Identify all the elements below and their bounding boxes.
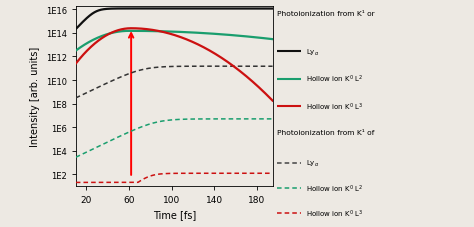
Text: Photoionization from K¹ or: Photoionization from K¹ or [277,11,375,17]
Text: Hollow ion K$^0$ L$^2$: Hollow ion K$^0$ L$^2$ [306,74,363,85]
Y-axis label: Intensity [arb. units]: Intensity [arb. units] [30,47,40,146]
Text: Ly$_\alpha$: Ly$_\alpha$ [306,47,319,57]
Text: Hollow ion K$^0$ L$^2$: Hollow ion K$^0$ L$^2$ [306,183,363,194]
X-axis label: Time [fs]: Time [fs] [153,210,196,220]
Text: Hollow ion K$^0$ L$^3$: Hollow ion K$^0$ L$^3$ [306,208,363,219]
Text: Photoionization from K¹ of: Photoionization from K¹ of [277,129,374,135]
Text: Hollow ion K$^0$ L$^3$: Hollow ion K$^0$ L$^3$ [306,101,363,112]
Text: Ly$_\alpha$: Ly$_\alpha$ [306,158,319,168]
